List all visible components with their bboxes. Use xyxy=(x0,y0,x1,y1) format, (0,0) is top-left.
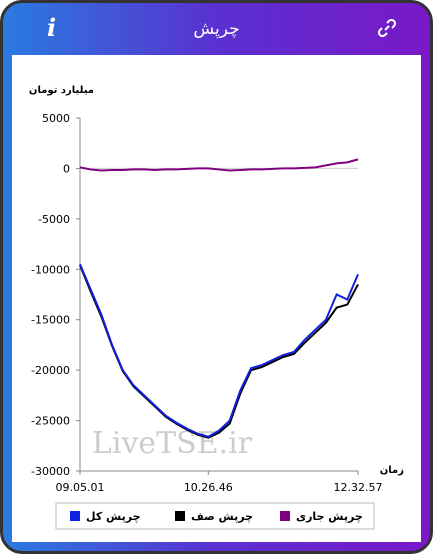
watermark: LiveTSE.ir xyxy=(92,426,253,461)
legend-label: چرپش صف xyxy=(191,510,253,523)
legend-label: چرپش جاری xyxy=(296,510,363,523)
header: i چرپش xyxy=(3,3,430,55)
legend-swatch xyxy=(175,511,185,521)
x-tick-label: 10.26.46 xyxy=(184,481,233,494)
legend-swatch xyxy=(70,511,80,521)
legend-box xyxy=(55,502,375,530)
y-tick-label: -10000 xyxy=(31,263,70,276)
series-line xyxy=(79,158,359,172)
series-line xyxy=(79,264,359,439)
y-tick-label: -25000 xyxy=(31,415,70,428)
info-button[interactable]: i xyxy=(47,13,57,42)
x-tick-label: 09.05.01 xyxy=(56,481,105,494)
chart-panel: LiveTSE.ir میلیارد تومان زمان 5000 0 -5000 -10… xyxy=(12,55,421,542)
y-axis-label: میلیارد تومان xyxy=(29,85,94,96)
y-tick-label: -5000 xyxy=(38,213,70,226)
legend-swatch xyxy=(280,511,290,521)
header-title: چرپش xyxy=(193,19,240,39)
y-tick-label: 0 xyxy=(63,162,70,175)
legend-label: چرپش کل xyxy=(86,510,141,523)
series-line xyxy=(79,263,359,438)
chart: LiveTSE.ir میلیارد تومان زمان 5000 0 -5000 -10… xyxy=(29,85,404,530)
x-tick-label: 12.32.57 xyxy=(334,481,383,494)
link-icon[interactable] xyxy=(378,19,396,37)
y-tick-label: -15000 xyxy=(31,314,70,327)
legend: چرپش کل چرپش صف چرپش جاری xyxy=(55,502,375,530)
y-tick-label: -30000 xyxy=(31,465,70,478)
y-tick-label: -20000 xyxy=(31,364,70,377)
y-tick-label: 5000 xyxy=(42,112,70,125)
x-axis-label: زمان xyxy=(380,465,404,476)
